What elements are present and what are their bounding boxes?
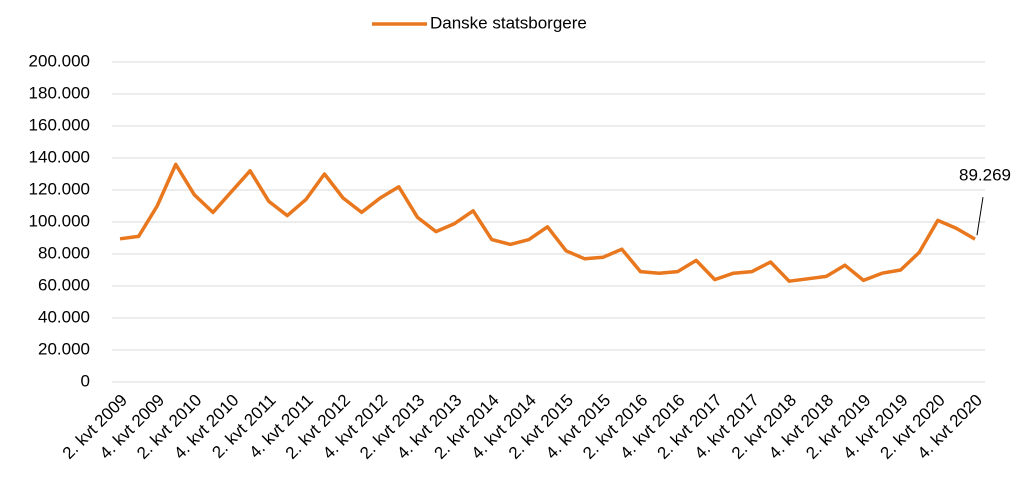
- y-tick-label: 60.000: [38, 275, 90, 294]
- y-tick-label: 40.000: [38, 307, 90, 326]
- y-tick-label: 20.000: [38, 339, 90, 358]
- y-tick-label: 140.000: [29, 147, 90, 166]
- data-label: 89.269: [959, 166, 1011, 185]
- y-tick-label: 180.000: [29, 83, 90, 102]
- leader-line: [976, 197, 984, 236]
- y-tick-label: 80.000: [38, 243, 90, 262]
- legend-label: Danske statsborgere: [430, 13, 587, 32]
- y-tick-label: 120.000: [29, 179, 90, 198]
- y-tick-label: 200.000: [29, 51, 90, 70]
- series-line: [119, 162, 976, 283]
- y-tick-label: 160.000: [29, 115, 90, 134]
- y-tick-label: 0: [81, 371, 90, 390]
- y-tick-label: 100.000: [29, 211, 90, 230]
